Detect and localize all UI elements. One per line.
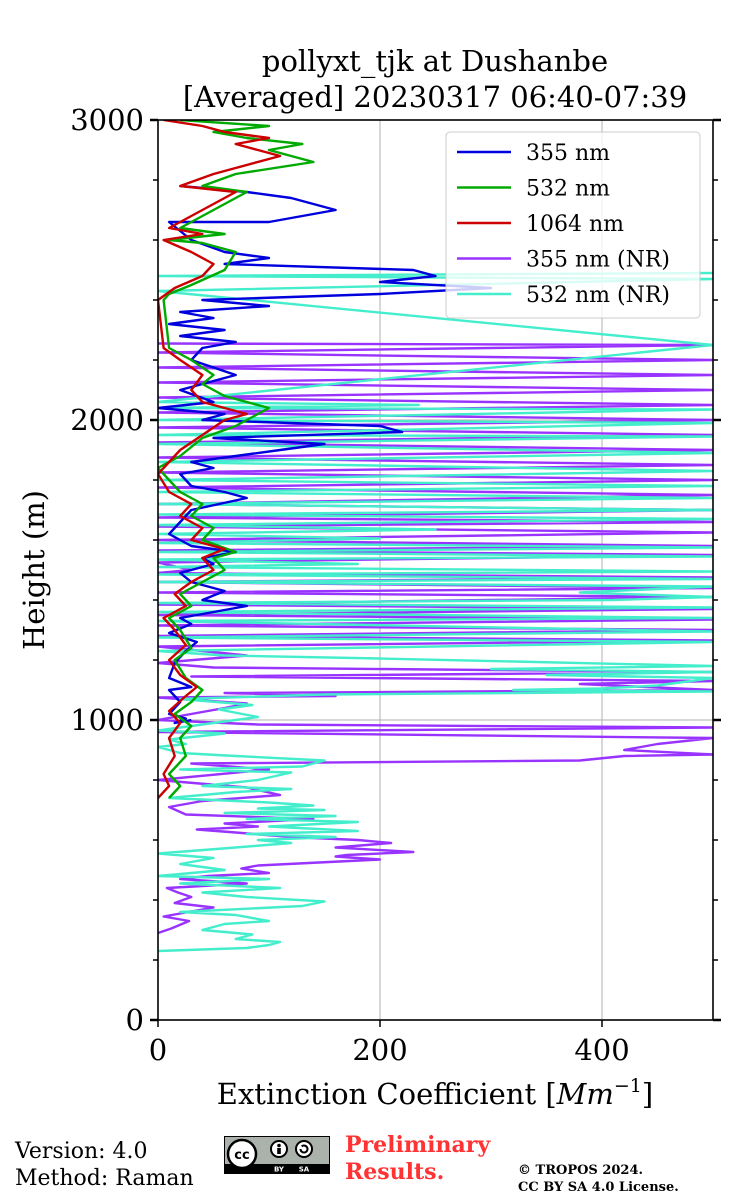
method-label: Method: Raman: [15, 1166, 194, 1191]
x-axis-label-unit: Mm: [556, 1077, 614, 1111]
extinction-profile-chart: pollyxt_tjk at Dushanbe [Averaged] 20230…: [17, 44, 721, 1111]
legend-label: 355 nm: [526, 141, 610, 166]
svg-text:SA: SA: [299, 1166, 310, 1174]
legend-label: 532 nm: [526, 177, 610, 202]
x-tick-label: 0: [149, 1033, 167, 1067]
x-axis-label-exponent: −1: [614, 1075, 642, 1097]
copyright-line2: CC BY SA 4.0 License.: [518, 1180, 679, 1195]
cc-icon: [226, 1138, 258, 1170]
share-alike-icon: [295, 1140, 313, 1158]
y-tick-label: 2000: [70, 403, 144, 437]
cc-by-sa-license-badge: cc BY SA: [224, 1136, 330, 1174]
series-line-355-nm-nr-: [158, 342, 713, 935]
series-lines: [158, 120, 713, 953]
series-line-1064-nm: [158, 120, 282, 799]
series-line-532-nm: [158, 120, 315, 799]
x-tick-label: 400: [574, 1033, 629, 1067]
svg-text:BY: BY: [274, 1166, 285, 1174]
legend-label: 355 nm (NR): [526, 248, 670, 273]
y-tick-label: 1000: [70, 703, 144, 737]
y-tick-labels: 0 1000 2000 3000: [70, 103, 144, 1037]
legend-box: [445, 131, 701, 319]
y-tick-label: 3000: [70, 103, 144, 137]
x-axis-label-suffix: ]: [642, 1077, 653, 1111]
copyright-line1: © TROPOS 2024.: [518, 1163, 644, 1178]
axis-ticks: [150, 118, 721, 1027]
x-tick-labels: 0 200 400: [149, 1033, 630, 1067]
chart-title-line1: pollyxt_tjk at Dushanbe: [262, 44, 608, 79]
series-line-355-nm: [158, 184, 493, 725]
plot-frame: [157, 119, 714, 1021]
x-axis-label: Extinction Coefficient [Mm−1]: [217, 1075, 653, 1111]
series-line-532-nm-nr-: [158, 271, 713, 953]
legend: 355 nm 532 nm 1064 nm 355 nm (NR) 532 nm (NR…: [445, 131, 701, 319]
x-axis-label-prefix: Extinction Coefficient [: [217, 1077, 557, 1111]
chart-title-line2: [Averaged] 20230317 06:40-07:39: [183, 80, 687, 114]
legend-label: 532 nm (NR): [526, 283, 670, 308]
svg-text:cc: cc: [234, 1148, 249, 1163]
preliminary-results-label-line1: Preliminary: [345, 1132, 491, 1158]
x-tick-label: 200: [352, 1033, 407, 1067]
preliminary-results-label-line2: Results.: [345, 1159, 445, 1185]
legend-label: 1064 nm: [526, 212, 624, 237]
version-label: Version: 4.0: [15, 1139, 148, 1164]
y-axis-label: Height (m): [17, 490, 51, 650]
y-tick-label: 0: [126, 1003, 144, 1037]
